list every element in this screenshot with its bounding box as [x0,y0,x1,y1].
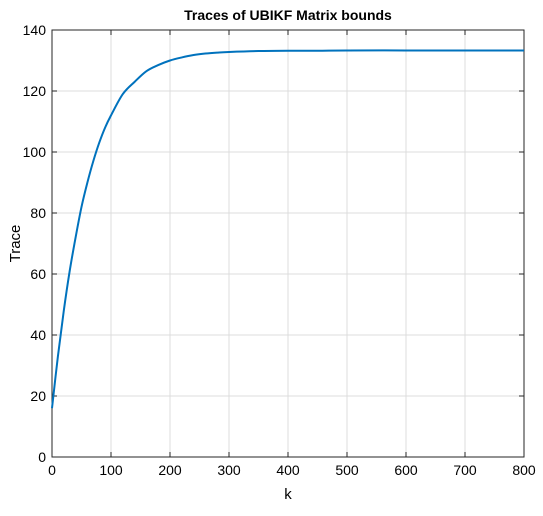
x-axis-title: k [284,486,292,503]
x-tick-label: 400 [276,462,300,478]
y-tick-label: 40 [30,327,46,343]
y-axis-title: Trace [7,225,24,263]
x-tick-label: 700 [453,462,477,478]
series-line [51,49,524,409]
y-tick-label: 140 [23,22,47,38]
series-layer [51,49,524,409]
tick-labels: 0 100 200 300 400 500 600 700 800 0 20 40 60 80 100 120… [23,22,536,478]
x-tick-label: 300 [217,462,241,478]
y-tick-label: 100 [23,144,47,160]
y-tick-label: 60 [30,266,46,282]
x-tick-label: 500 [335,462,359,478]
tick-marks [51,29,525,458]
x-tick-label: 0 [48,462,56,478]
y-tick-label: 80 [30,205,46,221]
y-tick-label: 120 [23,83,47,99]
x-tick-label: 600 [394,462,418,478]
x-tick-label: 200 [158,462,182,478]
x-tick-label: 800 [512,462,536,478]
x-tick-label: 100 [99,462,123,478]
y-tick-label: 0 [38,449,46,465]
chart-title: Traces of UBIKF Matrix bounds [184,7,392,23]
y-tick-label: 20 [30,388,46,404]
